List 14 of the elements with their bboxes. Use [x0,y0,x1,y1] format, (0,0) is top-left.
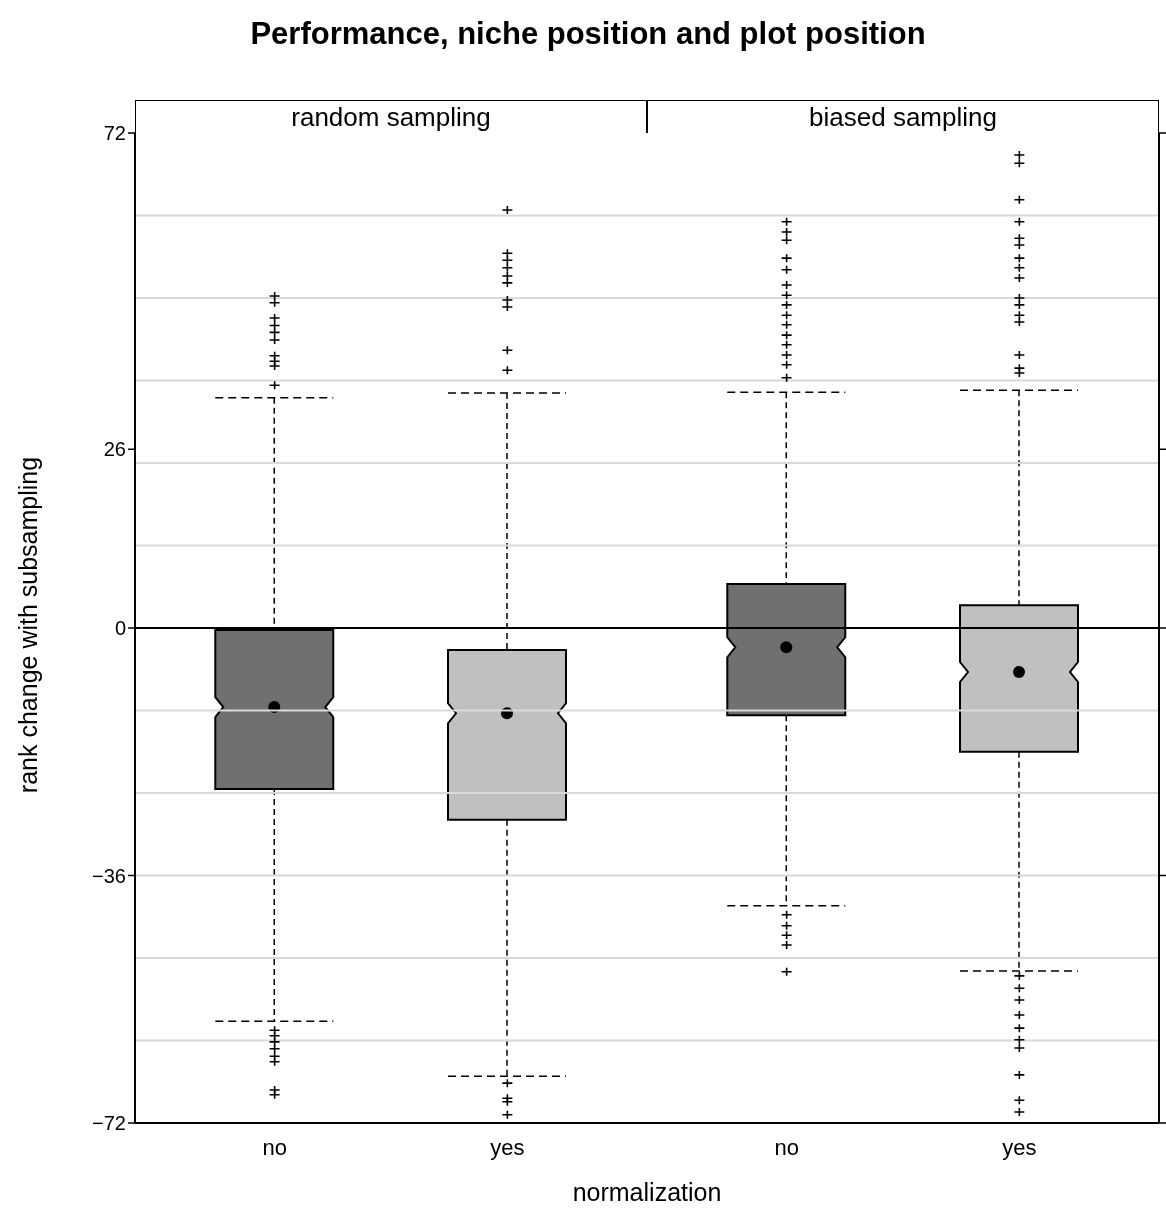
y-tick-label: 0 [114,617,126,640]
x-axis-title: normalization [571,1178,723,1207]
y-axis-title: rank change with subsampling [13,456,43,794]
y-tick-label: −72 [92,1112,126,1135]
y-tick-label: −36 [92,864,126,887]
x-tick-label: no [262,1134,287,1160]
x-tick-label: no [774,1134,799,1160]
chart-subtitle: random sampling [135,100,647,133]
y-tick-label: 72 [103,122,126,145]
chart-title: Performance, niche position and plot position [249,16,927,52]
x-tick-label: yes [1002,1134,1037,1160]
y-tick-label: 26 [103,438,126,461]
chart-subtitle: biased sampling [647,100,1159,133]
x-tick-label: yes [490,1134,525,1160]
